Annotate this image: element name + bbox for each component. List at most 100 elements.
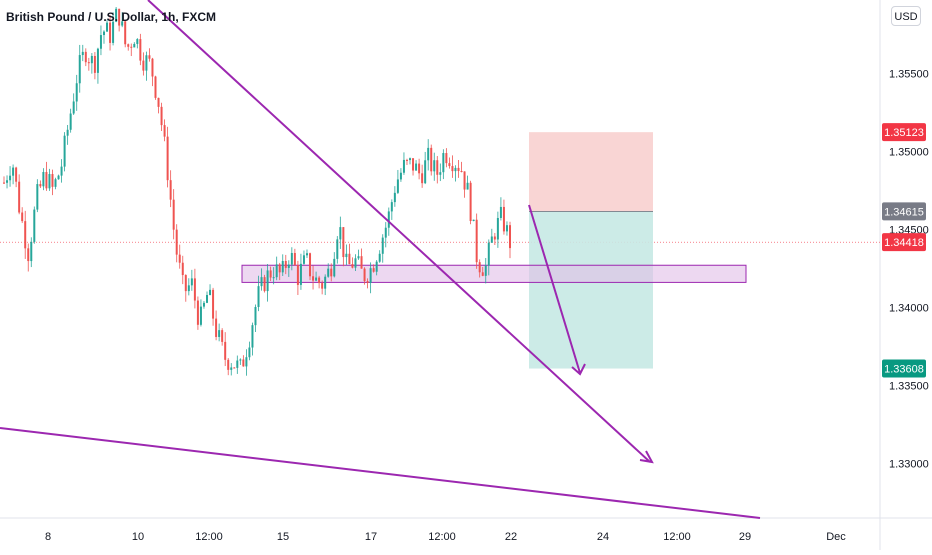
candle-body bbox=[221, 330, 224, 342]
candle-body bbox=[387, 211, 390, 228]
candle-body bbox=[39, 184, 42, 187]
candle-body bbox=[178, 254, 181, 263]
candle-body bbox=[230, 367, 233, 370]
price-tag-target bbox=[882, 359, 926, 378]
candle-body bbox=[124, 21, 127, 45]
descending-trendline[interactable] bbox=[147, 0, 651, 463]
candle-body bbox=[130, 46, 133, 48]
candle-body bbox=[209, 289, 212, 295]
candle-body bbox=[42, 172, 45, 187]
price-tag-label: 1.35123 bbox=[884, 127, 924, 139]
candle-body bbox=[312, 276, 315, 281]
candle-body bbox=[145, 55, 148, 71]
price-tick-label: 1.33500 bbox=[889, 380, 929, 392]
candle-body bbox=[148, 55, 151, 59]
candle-body bbox=[112, 21, 115, 43]
candle-body bbox=[354, 258, 357, 268]
candle-body bbox=[48, 174, 51, 189]
candle-body bbox=[509, 225, 511, 249]
candle-body bbox=[87, 62, 90, 64]
candle-body bbox=[102, 31, 105, 36]
candle-body bbox=[351, 264, 354, 268]
candle-body bbox=[196, 300, 199, 325]
candle-body bbox=[278, 264, 281, 273]
candle-body bbox=[224, 341, 227, 360]
candle-body bbox=[63, 135, 66, 167]
candle-body bbox=[451, 166, 454, 172]
candle-body bbox=[445, 153, 448, 164]
candle-body bbox=[251, 325, 254, 348]
candle-body bbox=[257, 286, 260, 308]
candle-body bbox=[321, 283, 324, 289]
time-tick-label: 10 bbox=[132, 531, 144, 543]
candle-body bbox=[393, 192, 396, 203]
candle-body bbox=[384, 227, 387, 238]
projection-arrow[interactable] bbox=[528, 204, 581, 374]
candle-body bbox=[51, 174, 54, 187]
candle-body bbox=[99, 35, 102, 49]
price-tick-label: 1.33000 bbox=[889, 458, 929, 470]
candle-body bbox=[239, 359, 242, 361]
price-tick-label: 1.35500 bbox=[889, 68, 929, 80]
candle-body bbox=[339, 227, 342, 240]
candle-body bbox=[448, 163, 451, 167]
candle-body bbox=[96, 48, 99, 73]
candle-body bbox=[206, 294, 209, 303]
candle-body bbox=[75, 83, 78, 102]
candle-body bbox=[193, 278, 196, 301]
candle-body bbox=[433, 160, 436, 172]
candle-body bbox=[181, 262, 184, 276]
take-profit-zone[interactable] bbox=[529, 211, 653, 369]
time-tick-label: 8 bbox=[45, 531, 51, 543]
candle-body bbox=[287, 264, 290, 268]
price-tag-stop bbox=[882, 123, 926, 142]
candle-body bbox=[24, 221, 27, 249]
candle-body bbox=[202, 302, 205, 307]
candle-body bbox=[260, 277, 263, 287]
candle-body bbox=[127, 44, 130, 47]
candle-body bbox=[109, 22, 112, 43]
stop-loss-zone[interactable] bbox=[529, 132, 653, 212]
candle-body bbox=[315, 277, 318, 281]
candle-body bbox=[318, 277, 321, 284]
candle-body bbox=[115, 8, 118, 22]
candle-body bbox=[439, 172, 442, 175]
candle-body bbox=[430, 147, 433, 172]
candle-body bbox=[357, 256, 360, 259]
candle-body bbox=[469, 182, 472, 222]
candle-body bbox=[133, 43, 136, 48]
candle-body bbox=[139, 39, 142, 61]
candle-body bbox=[309, 253, 312, 277]
candle-body bbox=[215, 318, 218, 337]
candle-body bbox=[375, 261, 378, 272]
candle-body bbox=[15, 167, 18, 182]
candle-body bbox=[284, 260, 287, 268]
candle-body bbox=[484, 265, 487, 276]
candle-body bbox=[166, 136, 169, 181]
candle-body bbox=[345, 253, 348, 258]
candle-body bbox=[269, 270, 272, 278]
candle-body bbox=[409, 158, 412, 161]
candle-body bbox=[402, 159, 405, 173]
time-tick-label: 12:00 bbox=[663, 531, 691, 543]
candle-body bbox=[175, 229, 178, 255]
lower-trendline[interactable] bbox=[0, 427, 761, 519]
time-tick-label: 12:00 bbox=[428, 531, 456, 543]
support-zone[interactable] bbox=[241, 264, 747, 283]
currency-button[interactable]: USD bbox=[891, 6, 921, 26]
candle-body bbox=[60, 166, 63, 176]
candle-body bbox=[381, 237, 384, 254]
candle-body bbox=[327, 268, 330, 277]
candle-body bbox=[36, 184, 39, 210]
candle-body bbox=[199, 306, 202, 325]
time-tick-label: 12:00 bbox=[195, 531, 223, 543]
candle-body bbox=[396, 179, 399, 193]
candle-body bbox=[266, 270, 269, 292]
candle-body bbox=[184, 275, 187, 292]
candle-body bbox=[12, 167, 15, 176]
candle-body bbox=[93, 55, 96, 73]
candle-body bbox=[272, 277, 275, 279]
candle-body bbox=[121, 21, 124, 26]
